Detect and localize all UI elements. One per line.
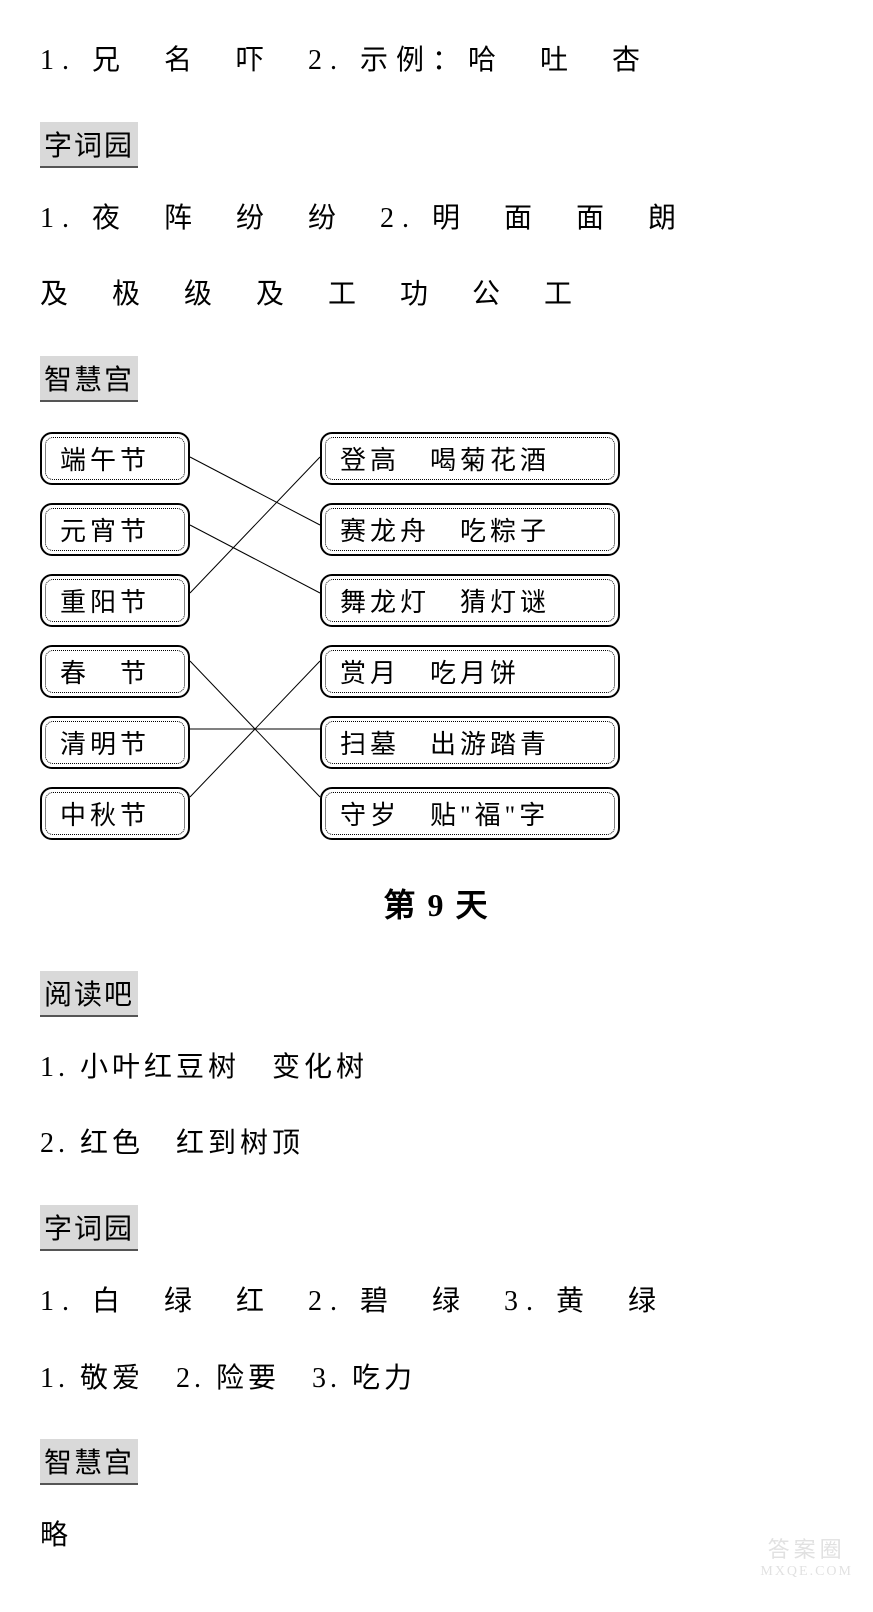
watermark-main: 答案圈 (760, 1532, 853, 1564)
day-title: 第 9 天 (40, 880, 833, 926)
ziciyuan2-line-1: 1. 白 绿 红 2. 碧 绿 3. 黄 绿 (40, 1271, 833, 1333)
matching-diagram: 端午节 登高 喝菊花酒 元宵节 赛龙舟 吃粽子 重阳节 舞龙灯 猜灯谜 春 节 … (40, 432, 833, 840)
match-right-4: 扫墓 出游踏青 (320, 716, 620, 769)
watermark: 答案圈 MXQE.COM (760, 1532, 853, 1580)
zhihuigong2-content: 略 (40, 1505, 833, 1567)
match-right-5: 守岁 贴"福"字 (320, 787, 620, 840)
top-answer-line: 1. 兄 名 吓 2. 示例：哈 吐 杏 (40, 30, 833, 92)
ziciyuan1-line-1: 1. 夜 阵 纷 纷 2. 明 面 面 朗 (40, 188, 833, 250)
section-header-ziciyuan-2: 字词园 (40, 1205, 138, 1251)
match-left-5: 中秋节 (40, 787, 190, 840)
matching-row: 端午节 登高 喝菊花酒 (40, 432, 833, 485)
ziciyuan1-line-2: 及 极 级 及 工 功 公 工 (40, 264, 833, 326)
match-left-3: 春 节 (40, 645, 190, 698)
yuedu-line-1: 1. 小叶红豆树 变化树 (40, 1037, 833, 1099)
match-right-2: 舞龙灯 猜灯谜 (320, 574, 620, 627)
match-right-3: 赏月 吃月饼 (320, 645, 620, 698)
ziciyuan2-line-2: 1. 敬爱 2. 险要 3. 吃力 (40, 1348, 833, 1410)
match-left-0: 端午节 (40, 432, 190, 485)
match-left-2: 重阳节 (40, 574, 190, 627)
section-header-zhihuigong-2: 智慧宫 (40, 1439, 138, 1485)
match-left-1: 元宵节 (40, 503, 190, 556)
match-right-1: 赛龙舟 吃粽子 (320, 503, 620, 556)
match-right-0: 登高 喝菊花酒 (320, 432, 620, 485)
yuedu-line-2: 2. 红色 红到树顶 (40, 1113, 833, 1175)
section-header-zhihuigong-1: 智慧宫 (40, 356, 138, 402)
matching-row: 中秋节 守岁 贴"福"字 (40, 787, 833, 840)
section-header-ziciyuan-1: 字词园 (40, 122, 138, 168)
section-header-yueduba: 阅读吧 (40, 971, 138, 1017)
match-left-4: 清明节 (40, 716, 190, 769)
matching-row: 元宵节 赛龙舟 吃粽子 (40, 503, 833, 556)
matching-row: 重阳节 舞龙灯 猜灯谜 (40, 574, 833, 627)
matching-row: 清明节 扫墓 出游踏青 (40, 716, 833, 769)
watermark-sub: MXQE.COM (760, 1564, 853, 1580)
matching-row: 春 节 赏月 吃月饼 (40, 645, 833, 698)
